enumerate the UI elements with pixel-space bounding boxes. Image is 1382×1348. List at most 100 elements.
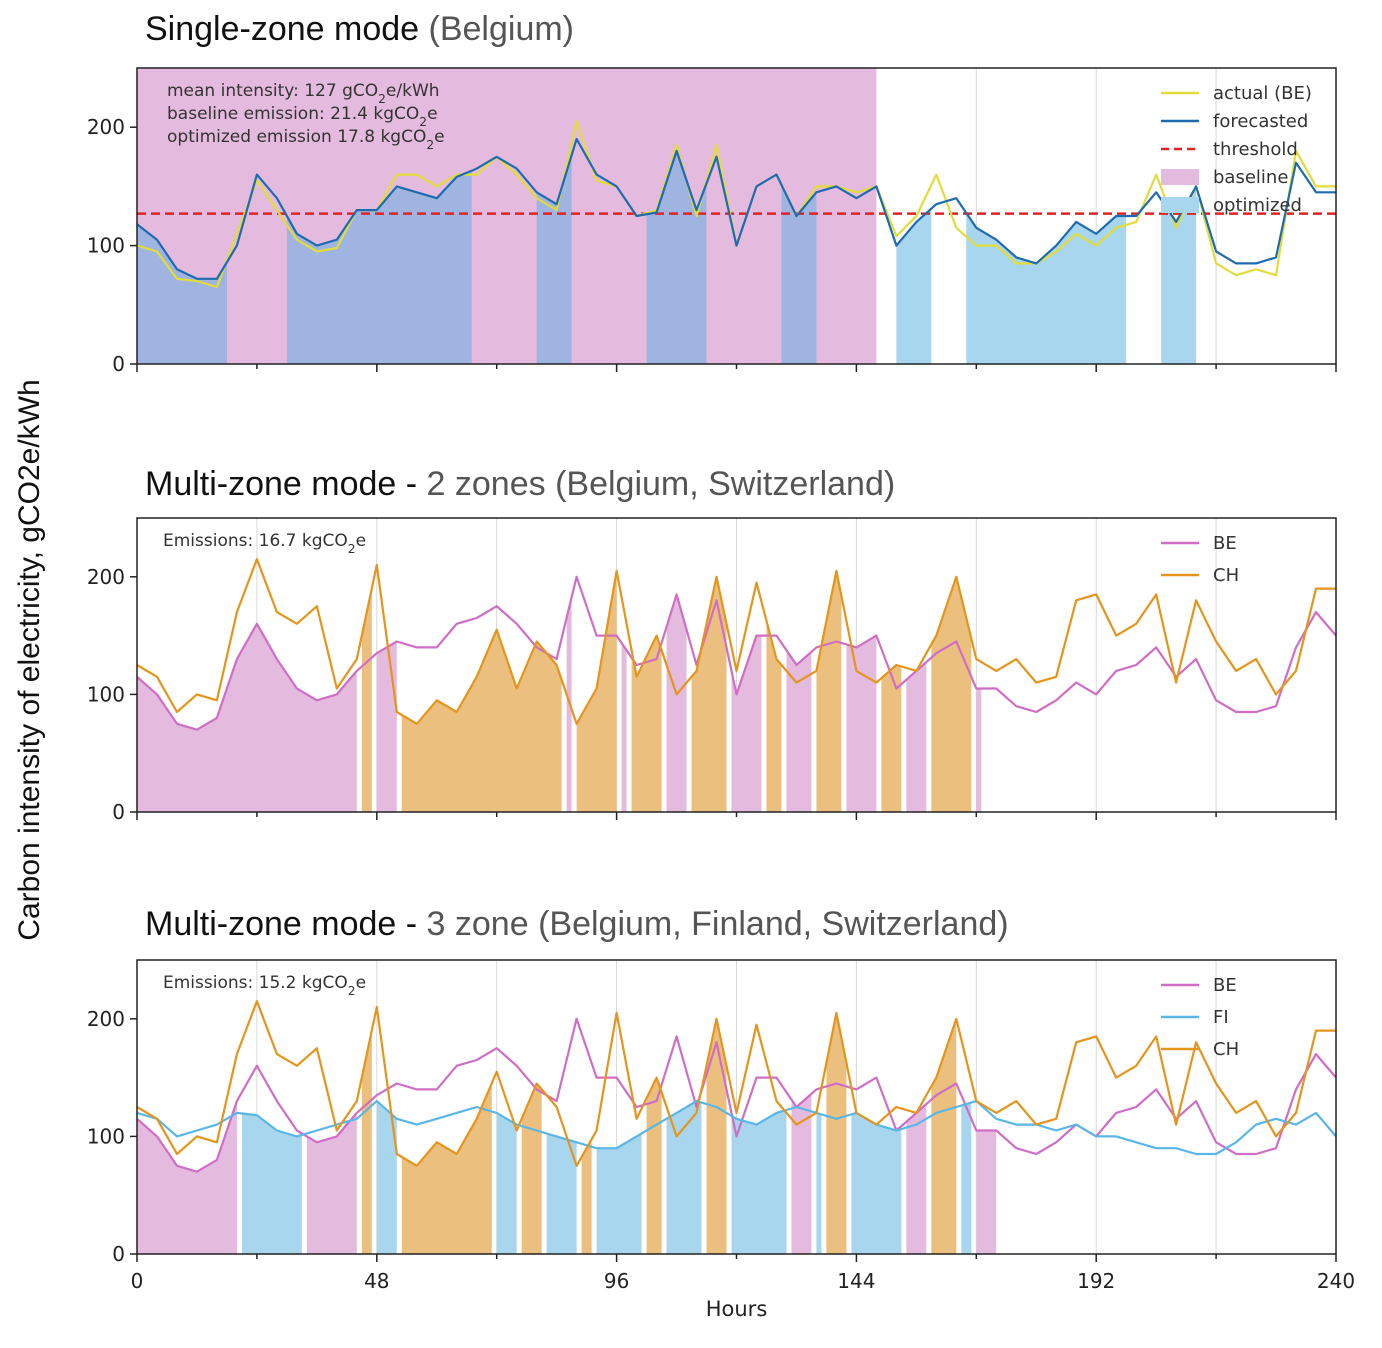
baseline-band — [137, 68, 877, 364]
zone-window-be — [786, 650, 812, 812]
zone-window-ch — [581, 1139, 592, 1254]
legend-label: CH — [1213, 565, 1239, 586]
panel-title-sub: 3 zone (Belgium, Finland, Switzerland) — [426, 905, 1009, 943]
y-tick-label: 0 — [112, 1242, 125, 1266]
panel-title-single-zone: Single-zone mode (Belgium) — [145, 10, 574, 49]
chart-panel-3: 0 100 200 0 48 96 144 192 240 Hours Emissions: 15.… — [87, 959, 1355, 1321]
y-tick-label: 100 — [87, 682, 125, 706]
legend-label: forecasted — [1213, 111, 1308, 132]
zone-window-ch — [826, 1012, 847, 1254]
panel-title-main: Single-zone mode — [145, 10, 420, 48]
series-line-be — [136, 575, 1337, 731]
zone-window-ch — [881, 665, 902, 812]
zone-window-fi — [376, 1101, 397, 1254]
series-line-fi — [136, 1100, 1337, 1156]
zone-window-be — [791, 1093, 812, 1254]
zone-window-be — [976, 688, 982, 812]
x-tick-label: 0 — [131, 1269, 144, 1293]
zone-window-ch — [401, 629, 562, 812]
y-tick-label: 200 — [87, 115, 125, 139]
x-axis-label: Hours — [706, 1297, 768, 1321]
zone-window-fi — [731, 1109, 787, 1254]
optimized-window — [781, 184, 817, 364]
y-tick-label: 200 — [87, 1007, 125, 1031]
annotation-text: Emissions: 16.7 kgCO2e — [163, 531, 366, 556]
legend-swatch-optimized — [1161, 197, 1199, 213]
zone-window-fi — [816, 1112, 822, 1254]
series-line-be — [136, 1017, 1337, 1173]
x-tick-label: 192 — [1077, 1269, 1115, 1293]
zone-window-ch — [631, 635, 662, 812]
panel-title-main: Multi-zone mode - — [145, 905, 427, 943]
y-tick-label: 100 — [87, 234, 125, 258]
zone-window-ch — [706, 1018, 727, 1254]
zone-window-ch — [931, 1018, 957, 1254]
zone-window-ch — [401, 1083, 492, 1254]
panel-title-sub: 2 zones (Belgium, Switzerland) — [426, 465, 896, 503]
zone-window-be — [137, 1101, 237, 1254]
optimized-window — [137, 224, 227, 364]
legend-label: threshold — [1213, 139, 1298, 160]
x-tick-label: 96 — [604, 1269, 629, 1293]
legend-label: BE — [1213, 975, 1237, 996]
optimized-window — [966, 213, 1127, 364]
annotation-text: Emissions: 15.2 kgCO2e — [163, 973, 366, 998]
zone-window-be — [976, 1130, 997, 1254]
series-line-forecasted — [136, 137, 1336, 280]
zone-window-be — [137, 623, 357, 812]
zone-window-fi — [961, 1102, 972, 1254]
zone-window-ch — [646, 1077, 662, 1254]
zone-window-ch — [361, 1030, 372, 1254]
legend-swatch-baseline — [1161, 169, 1199, 185]
legend-label: CH — [1213, 1039, 1239, 1060]
zone-window-ch — [816, 570, 842, 812]
optimized-window — [1161, 186, 1197, 364]
y-tick-label: 100 — [87, 1124, 125, 1148]
zone-window-fi — [851, 1112, 902, 1254]
legend-label: actual (BE) — [1213, 83, 1312, 104]
optimized-window — [536, 155, 572, 364]
chart-panel-2: 0 100 200 Emissions: 16.7 kgCO2e BE CH — [87, 517, 1337, 824]
y-tick-label: 0 — [112, 352, 125, 376]
legend-label: optimized — [1213, 195, 1302, 216]
annotation-text: optimized emission 17.8 kgCO2e — [167, 127, 445, 152]
series-line-ch — [136, 558, 1336, 725]
zone-window-be — [906, 662, 927, 812]
zone-window-fi — [496, 1112, 517, 1254]
zone-window-be — [306, 1112, 357, 1254]
zone-window-be — [666, 594, 687, 812]
zone-window-ch — [361, 588, 372, 812]
legend-label: FI — [1213, 1007, 1229, 1028]
zone-window-ch — [931, 576, 972, 812]
zone-window-fi — [546, 1133, 577, 1254]
zone-window-ch — [691, 576, 727, 812]
zone-window-be — [621, 642, 627, 812]
zone-window-fi — [596, 1133, 642, 1254]
panel-title-two-zone: Multi-zone mode - 2 zones (Belgium, Swit… — [145, 465, 895, 504]
x-tick-label: 48 — [364, 1269, 389, 1293]
legend-label: baseline — [1213, 167, 1288, 188]
legend-label: BE — [1213, 533, 1237, 554]
zone-window-ch — [521, 1083, 542, 1254]
x-tick-label: 144 — [837, 1269, 875, 1293]
y-tick-label: 0 — [112, 800, 125, 824]
y-tick-label: 200 — [87, 565, 125, 589]
zone-window-be — [906, 1104, 927, 1254]
zone-window-ch — [766, 620, 782, 812]
panel-title-three-zone: Multi-zone mode - 3 zone (Belgium, Finla… — [145, 905, 1009, 944]
annotation-text: mean intensity: 127 gCO2e/kWh — [167, 81, 440, 106]
optimized-window — [646, 150, 707, 364]
zone-window-be — [731, 635, 762, 812]
panel-title-sub: (Belgium) — [428, 10, 574, 48]
zone-window-be — [376, 641, 397, 812]
optimized-window — [896, 208, 932, 364]
zone-window-be — [846, 635, 877, 812]
series-line-ch — [136, 1000, 1336, 1167]
annotation-text: baseline emission: 21.4 kgCO2e — [167, 104, 438, 129]
zone-window-fi — [666, 1101, 702, 1254]
panel-title-main: Multi-zone mode - — [145, 465, 427, 503]
optimized-window — [286, 170, 472, 364]
x-tick-label: 240 — [1317, 1269, 1355, 1293]
